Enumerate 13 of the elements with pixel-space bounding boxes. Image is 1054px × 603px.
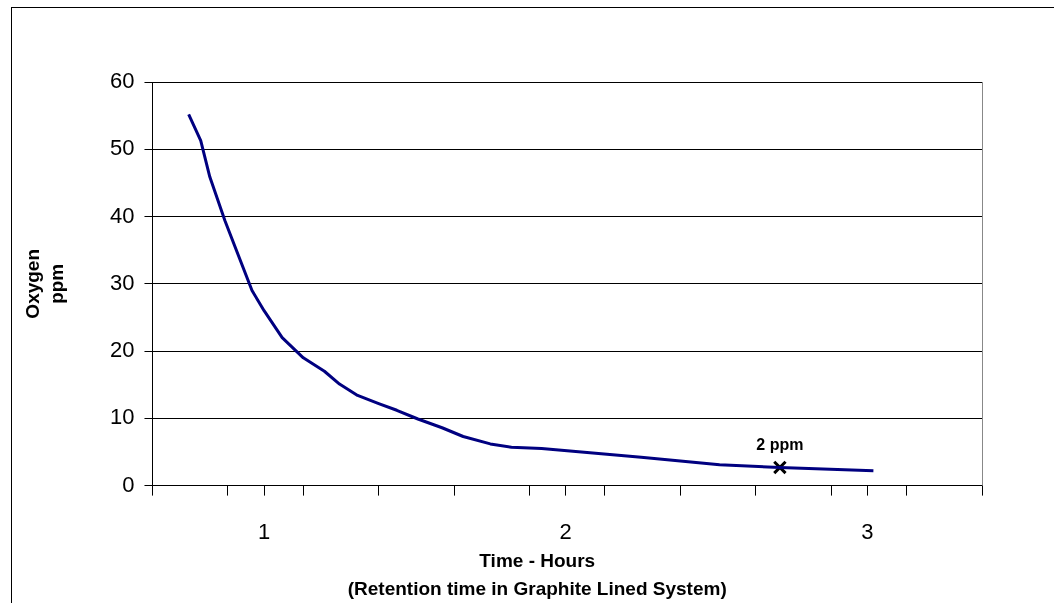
- y-tick-label: 50: [109, 135, 135, 161]
- y-tick-label: 20: [109, 337, 135, 363]
- y-tick-label: 40: [109, 202, 135, 228]
- x-axis-title: Time - Hours (Retention time in Graphite Lined System): [347, 550, 727, 600]
- y-tick-label: 60: [109, 68, 135, 94]
- y-tick-label: 0: [122, 471, 135, 497]
- y-tick-label: 10: [109, 404, 135, 430]
- x-tick-label: 1: [257, 518, 271, 544]
- annotation: 2 ppm: [756, 435, 804, 453]
- x-tick-label: 3: [861, 518, 874, 544]
- x-tick-label: 2: [559, 518, 572, 544]
- y-tick-label: 30: [109, 269, 135, 295]
- y-axis-title: Oxygen ppm: [22, 248, 68, 319]
